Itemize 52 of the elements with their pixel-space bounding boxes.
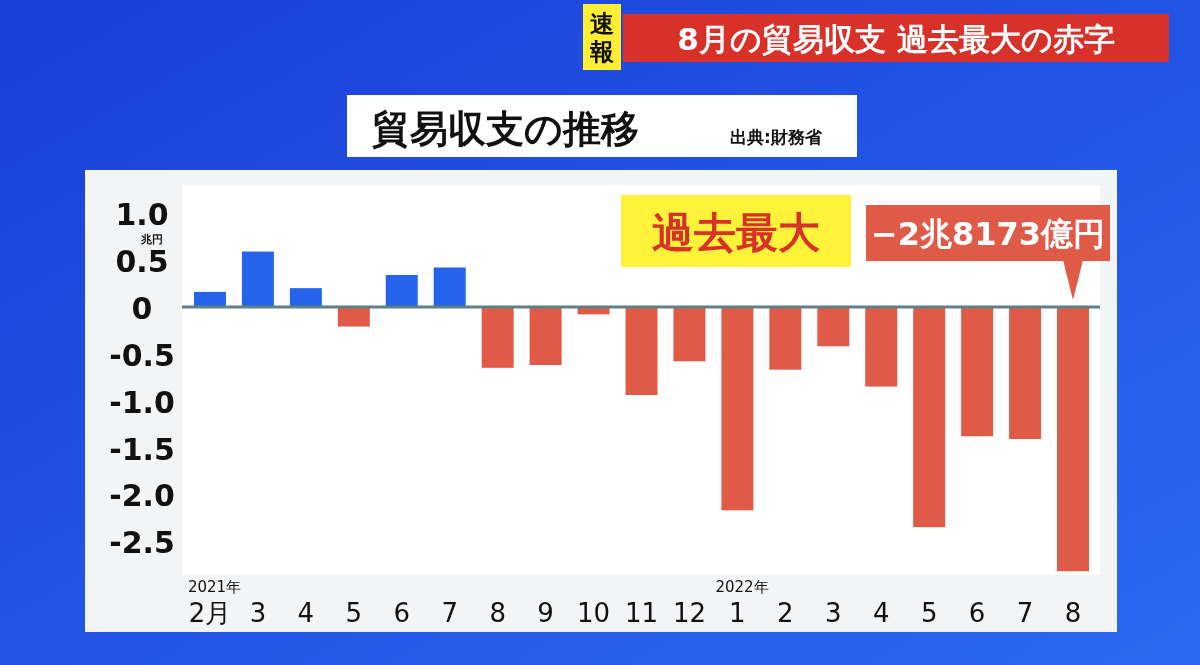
y-tick-label: 0 [131, 290, 153, 326]
x-tick-label: 8 [489, 598, 506, 628]
y-axis-title: 兆円 [140, 233, 163, 247]
y-tick-label: -2.0 [109, 478, 175, 514]
x-tick-label: 8 [1064, 598, 1082, 628]
bar [529, 306, 562, 365]
annotation: 過去最大 [652, 208, 820, 257]
bar [433, 267, 466, 307]
bar [1057, 306, 1090, 572]
y-tick-label: -1.5 [109, 431, 175, 467]
x-tick-label: 2月 [188, 598, 232, 628]
bar [769, 306, 802, 370]
x-tick-label: 3 [825, 598, 842, 628]
y-tick-label: 1.0 [115, 197, 169, 233]
x-tick-label: 1 [729, 598, 746, 628]
bar [721, 306, 754, 511]
x-tick-label: 6 [968, 598, 986, 628]
x-tick-label: 4 [297, 598, 315, 628]
text: 速報 [589, 10, 614, 66]
y-tick-label: -1.0 [109, 384, 175, 420]
x-tick-label: 7 [441, 598, 458, 628]
x-tick-label: 7 [1016, 598, 1034, 628]
y-tick-label: -2.5 [109, 525, 175, 561]
bar [625, 306, 658, 395]
y-tick-label: 0.5 [115, 244, 169, 279]
bar [385, 275, 418, 307]
x-tick-label: 4 [872, 598, 890, 628]
text: 2022年 [715, 578, 769, 596]
x-tick-label: 11 [624, 598, 659, 628]
text: 2021年 [187, 578, 242, 596]
bar [481, 306, 514, 368]
x-tick-label: 2 [777, 598, 794, 628]
bar [337, 306, 370, 327]
text: 8月の貿易収支 過去最大の赤字 [677, 21, 1115, 57]
bar [673, 306, 706, 362]
y-tick-label: -0.5 [109, 337, 175, 373]
source-note: 出典:財務省 [730, 127, 823, 147]
bar [865, 306, 898, 387]
x-tick-label: 5 [920, 598, 938, 628]
x-tick-label: 5 [345, 598, 363, 628]
x-tick-label: 3 [249, 598, 267, 628]
x-tick-label: 10 [577, 598, 611, 628]
annotation: −2兆8173億円 [870, 215, 1106, 253]
x-tick-label: 9 [537, 598, 554, 628]
chart-title: 貿易収支の推移 [372, 107, 639, 151]
bar [1009, 306, 1042, 440]
bar [241, 251, 274, 307]
x-tick-label: 6 [393, 598, 411, 628]
bar [961, 306, 994, 437]
bar [913, 306, 946, 528]
x-tick-label: 12 [672, 598, 706, 628]
bar [817, 306, 850, 347]
